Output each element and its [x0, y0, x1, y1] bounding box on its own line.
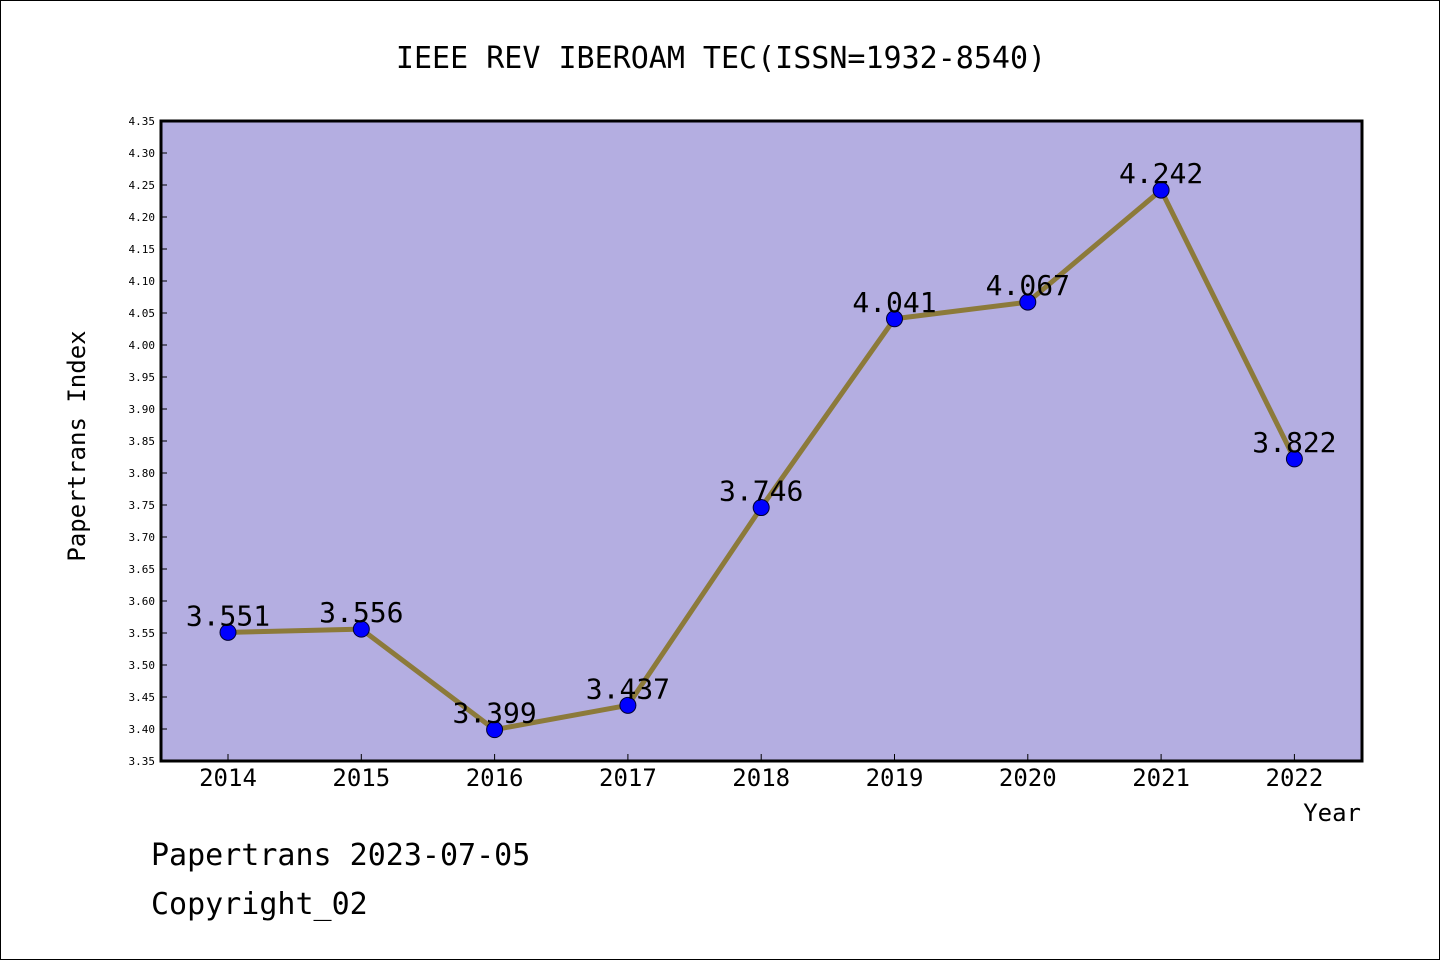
x-tick-label: 2017 [599, 764, 657, 792]
data-point [619, 696, 637, 714]
y-tick-label: 4.05 [129, 307, 156, 320]
data-label: 3.556 [319, 596, 403, 629]
data-point [886, 310, 903, 328]
y-tick-label: 3.70 [129, 531, 156, 544]
y-tick-label: 3.40 [129, 723, 156, 736]
plot-border [159, 119, 1364, 763]
y-tick-label: 3.60 [129, 595, 156, 608]
data-point [1019, 293, 1037, 311]
y-tick-label: 4.35 [129, 115, 156, 128]
data-point [486, 721, 504, 739]
x-tick-label: 2022 [1266, 764, 1324, 792]
y-tick-label: 4.15 [129, 243, 156, 256]
y-tick-label: 3.65 [129, 563, 156, 576]
y-tick-label: 4.30 [129, 147, 156, 160]
data-label: 4.067 [986, 269, 1070, 302]
y-tick-label: 4.10 [129, 275, 156, 288]
y-tick-label: 4.00 [129, 339, 156, 352]
data-point [1152, 181, 1170, 199]
y-tick-label: 3.55 [129, 627, 156, 640]
data-label: 4.041 [852, 286, 936, 319]
footer-copyright: Copyright_02 [151, 887, 368, 922]
x-tick-label: 2020 [999, 764, 1057, 792]
data-point [1285, 450, 1303, 468]
data-label: 3.551 [186, 599, 270, 632]
chart-title: IEEE REV IBEROAM TEC(ISSN=1932-8540) [396, 41, 1046, 76]
y-tick-label: 3.80 [129, 467, 156, 480]
data-label: 3.399 [452, 697, 536, 730]
y-axis-label: Papertrans Index [63, 330, 91, 561]
data-label: 4.242 [1119, 157, 1203, 190]
y-tick-label: 3.85 [129, 435, 156, 448]
x-tick-label: 2018 [732, 764, 790, 792]
y-tick-label: 4.20 [129, 211, 156, 224]
y-axis-ticks: 3.35 3.40 3.45 3.50 3.55 3.60 3.65 3.70 3.75 3.80… [129, 115, 167, 768]
x-tick-label: 2015 [332, 764, 390, 792]
x-axis-ticks: 2014 2015 2016 2017 2018 2019 2020 2021 2022 [199, 754, 1323, 792]
y-tick-label: 3.95 [129, 371, 156, 384]
series-markers [219, 181, 1303, 739]
x-tick-label: 2021 [1132, 764, 1190, 792]
y-tick-label: 3.75 [129, 499, 156, 512]
data-point [352, 620, 370, 638]
data-label: 3.437 [586, 672, 670, 705]
data-point [219, 623, 237, 641]
x-tick-label: 2014 [199, 764, 257, 792]
footer-date: Papertrans 2023-07-05 [151, 838, 530, 873]
x-tick-label: 2016 [466, 764, 524, 792]
y-tick-label: 3.50 [129, 659, 156, 672]
x-axis-label: Year [1303, 799, 1361, 827]
data-labels: 3.551 3.556 3.399 3.437 3.746 4.041 4.067 4.242… [186, 157, 1337, 730]
y-tick-label: 4.25 [129, 179, 156, 192]
y-tick-label: 3.45 [129, 691, 156, 704]
y-tick-label: 3.90 [129, 403, 156, 416]
data-label: 3.746 [719, 475, 803, 508]
plot-area [161, 121, 1362, 761]
y-tick-label: 3.35 [129, 755, 156, 768]
data-label: 3.822 [1252, 426, 1336, 459]
data-point [752, 499, 770, 517]
x-tick-label: 2019 [866, 764, 924, 792]
